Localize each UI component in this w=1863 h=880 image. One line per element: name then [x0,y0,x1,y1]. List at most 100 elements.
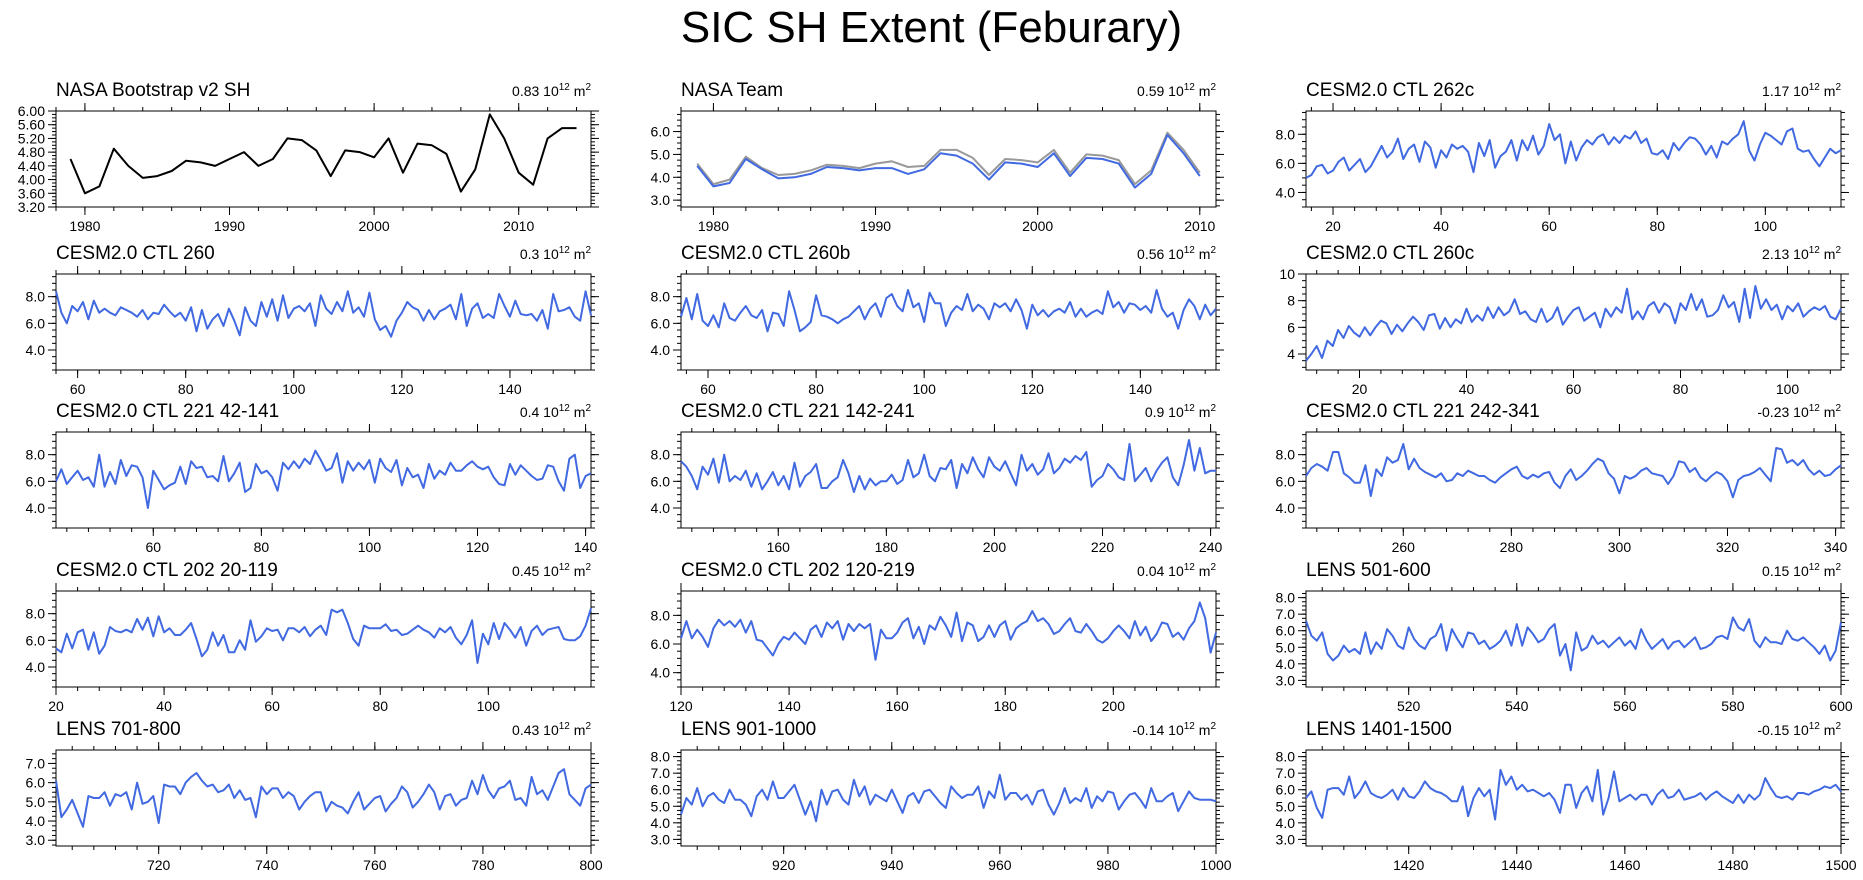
y-tick-label: 6.0 [651,124,671,140]
trend-unit-base: 10 [543,246,559,262]
trend-value: 0.3 [520,246,543,262]
trend-value: -0.15 [1757,722,1793,738]
trend-unit-exp: 12 [1184,82,1196,93]
trend-unit-suffix: m [1820,563,1836,579]
trend-unit-suffix: m [1195,404,1211,420]
trend-unit-suffix: m [570,83,586,99]
x-tick-label: 180 [994,698,1018,714]
trend-unit-exp: 12 [1809,403,1821,414]
plot-frame [55,273,592,371]
panel-trend: 0.56 1012 m2 [1137,245,1216,262]
panel-trend: -0.23 1012 m2 [1757,403,1841,420]
y-tick-label: 7.0 [26,755,46,771]
x-tick-label: 1000 [1200,857,1231,873]
panel-trend: 0.15 1012 m2 [1762,562,1841,579]
panel-5: CESM2.0 CTL 260b 0.56 1012 m2 60 80 100 120 14… [651,243,1224,397]
panel-trend: 0.43 1012 m2 [512,721,591,738]
y-tick-label: 4.0 [1276,184,1296,200]
trend-value: 2.13 [1762,246,1793,262]
y-tick-label: 4.00 [18,172,45,188]
trend-unit-base: 10 [1168,722,1184,738]
trend-unit-exp: 12 [1184,562,1196,573]
panel-title: LENS 701-800 [56,719,181,740]
trend-unit-suffix: m [1195,246,1211,262]
x-tick-label: 540 [1505,698,1529,714]
y-tick-label: 8.0 [651,447,671,463]
panel-title: LENS 901-1000 [681,719,816,740]
y-tick-label: 6.0 [26,632,46,648]
y-tick-label: 3.0 [651,831,671,847]
trend-unit-sq: 2 [1835,721,1841,732]
x-tick-label: 1460 [1609,857,1640,873]
trend-unit-exp: 12 [559,562,571,573]
series-line [55,608,592,664]
trend-unit-sq: 2 [1210,721,1216,732]
y-tick-label: 5.0 [1276,639,1296,655]
y-tick-label: 4.0 [651,815,671,831]
x-tick-label: 140 [498,381,522,397]
y-tick-label: 4.0 [651,169,671,185]
x-tick-label: 160 [767,539,791,555]
x-tick-label: 320 [1716,539,1740,555]
x-tick-label: 1980 [69,218,100,234]
trend-value: 0.4 [520,404,543,420]
y-tick-label: 8.0 [26,447,46,463]
y-tick-label: 3.0 [651,192,671,208]
panel-title: LENS 1401-1500 [1306,719,1452,740]
trend-unit-sq: 2 [585,562,591,573]
x-tick-label: 240 [1199,539,1223,555]
series-line [1305,285,1842,362]
x-tick-label: 120 [390,381,414,397]
panel-trend: 1.17 1012 m2 [1762,82,1841,99]
trend-unit-sq: 2 [1835,245,1841,256]
panel-trend: 0.59 1012 m2 [1137,82,1216,99]
x-tick-label: 100 [358,539,382,555]
x-tick-label: 2010 [503,218,534,234]
trend-value: 0.04 [1137,563,1168,579]
y-tick-label: 6.0 [651,473,671,489]
trend-unit-exp: 12 [559,721,571,732]
x-tick-label: 140 [574,539,598,555]
panel-14: LENS 901-1000 -0.14 1012 m2 920 940 960 980 10… [651,719,1232,873]
panel-13: LENS 701-800 0.43 1012 m2 720 740 760 780 800 3… [26,719,603,873]
plot-frame [680,273,1217,371]
y-tick-label: 6.0 [651,636,671,652]
x-tick-label: 20 [48,698,64,714]
y-tick-label: 3.0 [26,832,46,848]
panel-title: CESM2.0 CTL 260 [56,243,215,264]
x-tick-label: 560 [1613,698,1637,714]
y-tick-label: 4.0 [1276,815,1296,831]
y-tick-label: 4.0 [1276,656,1296,672]
trend-unit-sq: 2 [585,403,591,414]
y-tick-label: 4.0 [651,342,671,358]
panel-trend: 0.83 1012 m2 [512,82,591,99]
y-tick-label: 8.0 [1276,590,1296,606]
y-tick-label: 5.0 [26,794,46,810]
trend-unit-base: 10 [1168,83,1184,99]
panel-9: CESM2.0 CTL 221 242-341 -0.23 1012 m2 260 2… [1276,401,1849,555]
trend-unit-exp: 12 [1809,562,1821,573]
x-tick-label: 920 [772,857,796,873]
panel-title: NASA Team [681,80,783,101]
trend-unit-sq: 2 [1210,245,1216,256]
trend-unit-suffix: m [1820,246,1836,262]
trend-unit-sq: 2 [585,82,591,93]
trend-unit-base: 10 [543,722,559,738]
y-tick-label: 4 [1287,346,1295,362]
trend-unit-base: 10 [1793,246,1809,262]
y-tick-label: 3.20 [18,199,45,215]
trend-unit-base: 10 [1168,563,1184,579]
y-tick-label: 7.0 [651,765,671,781]
x-tick-label: 20 [1325,218,1341,234]
trend-unit-exp: 12 [1184,245,1196,256]
trend-unit-exp: 12 [559,403,571,414]
series-line [680,289,1217,333]
panel-title: CESM2.0 CTL 202 20-119 [56,560,278,581]
plot-frame [55,749,592,847]
panel-title: CESM2.0 CTL 221 142-241 [681,401,915,422]
x-tick-label: 60 [70,381,86,397]
x-tick-label: 220 [1091,539,1115,555]
y-tick-label: 6.0 [26,775,46,791]
trend-unit-sq: 2 [1835,82,1841,93]
